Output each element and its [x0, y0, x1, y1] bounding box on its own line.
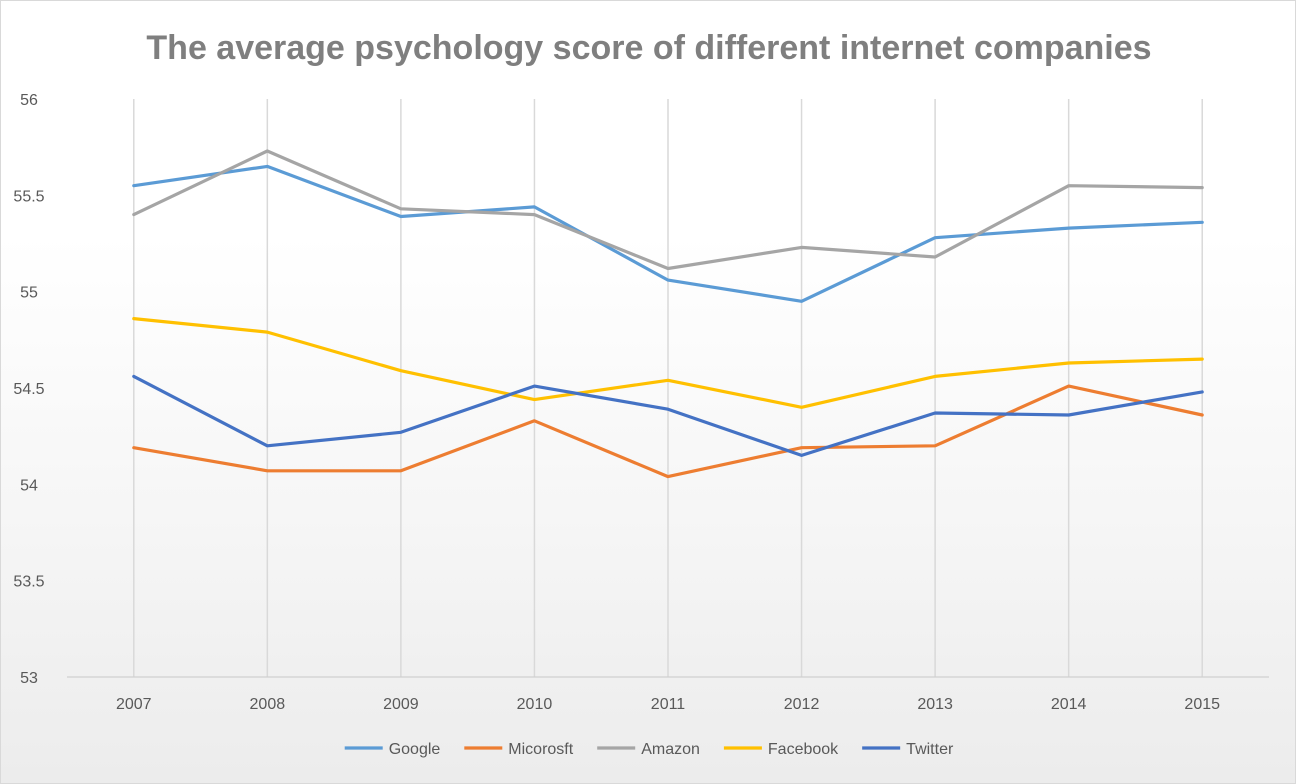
y-tick-label: 56 — [20, 92, 38, 109]
legend-item-facebook: Facebook — [723, 741, 839, 758]
legend-item-twitter: Twitter — [862, 741, 954, 758]
series-line-amazon — [132, 149, 1204, 271]
x-tick-label: 2013 — [917, 696, 953, 713]
legend-label: Micorosft — [508, 741, 573, 758]
x-axis-labels: 2007 2008 2009 2010 2011 2012 2013 2014 2015 — [116, 696, 1220, 713]
y-tick-label: 53 — [20, 670, 38, 687]
x-tick-label: 2014 — [1051, 696, 1087, 713]
x-tick-label: 2009 — [383, 696, 419, 713]
chart-title: The average psychology score of differen… — [146, 29, 1151, 67]
x-tick-label: 2008 — [250, 696, 286, 713]
legend: Google Micorosft Amazon Facebook Twitter — [344, 741, 954, 758]
legend-item-google: Google — [344, 741, 441, 758]
legend-item-micorosft: Micorosft — [464, 741, 574, 758]
legend-label: Facebook — [768, 741, 839, 758]
legend-label: Google — [389, 741, 441, 758]
series-lines — [132, 149, 1204, 479]
gridlines — [67, 99, 1269, 678]
legend-item-amazon: Amazon — [597, 741, 700, 758]
x-tick-label: 2015 — [1184, 696, 1220, 713]
x-tick-label: 2010 — [517, 696, 553, 713]
x-tick-label: 2012 — [784, 696, 820, 713]
y-tick-label: 53.5 — [13, 574, 44, 591]
y-tick-label: 54 — [20, 477, 38, 494]
legend-label: Amazon — [641, 741, 700, 758]
y-tick-label: 54.5 — [13, 381, 44, 398]
y-tick-label: 55.5 — [13, 188, 44, 205]
y-axis-labels: 53 53.5 54 54.5 55 55.5 56 — [13, 92, 44, 687]
legend-label: Twitter — [906, 741, 954, 758]
series-line-twitter — [132, 374, 1204, 457]
x-tick-label: 2007 — [116, 696, 152, 713]
series-line-micorosft — [132, 384, 1204, 479]
y-tick-label: 55 — [20, 285, 38, 302]
series-line-google — [132, 164, 1204, 303]
x-tick-label: 2011 — [651, 696, 686, 713]
series-line-facebook — [132, 317, 1204, 409]
